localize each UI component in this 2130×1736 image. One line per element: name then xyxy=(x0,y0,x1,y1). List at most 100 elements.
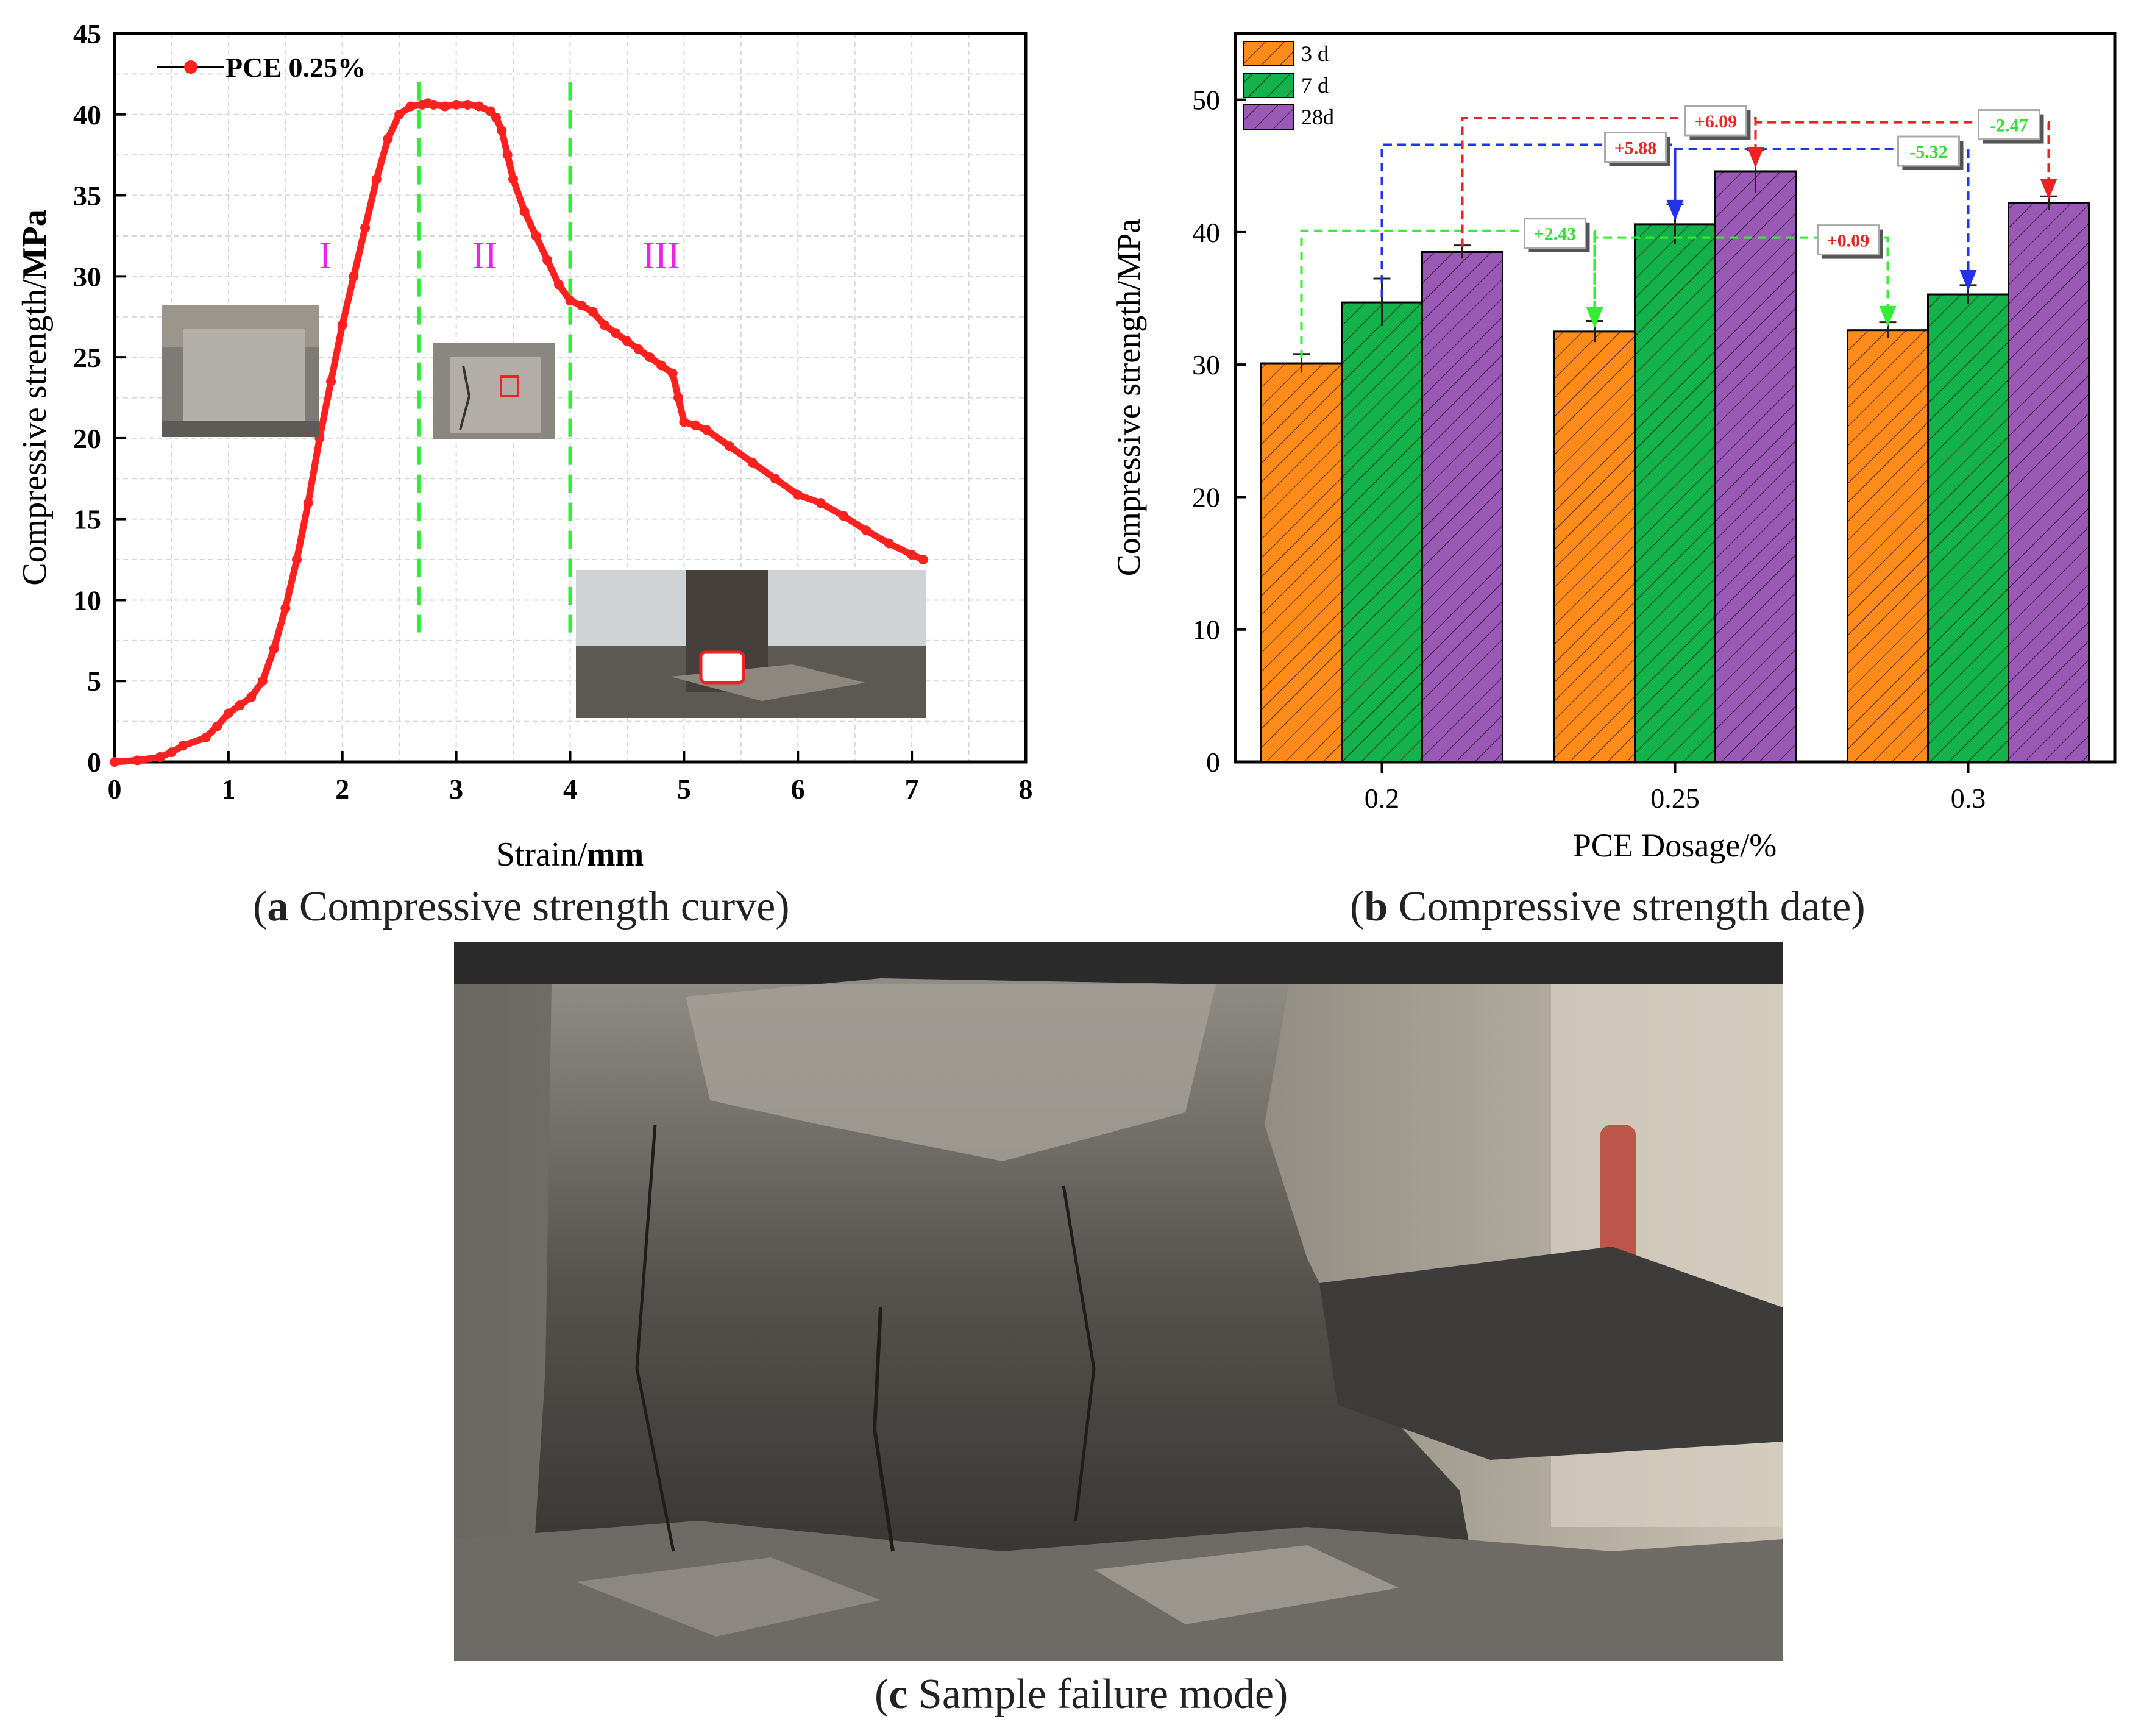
a-data-point xyxy=(656,360,666,371)
a-data-point xyxy=(588,307,598,317)
a-data-point xyxy=(645,352,655,363)
a-data-point xyxy=(497,126,507,136)
a-data-point xyxy=(155,752,165,763)
a-y-tick-label: 30 xyxy=(73,261,101,292)
b-change-box xyxy=(1604,132,1667,163)
a-data-point xyxy=(280,603,291,613)
a-data-point xyxy=(474,101,484,112)
caption-a: (a Compressive strength curve) xyxy=(253,883,790,930)
a-data-point xyxy=(326,376,336,386)
b-bar-hatch xyxy=(1341,302,1422,763)
a-data-point xyxy=(519,207,530,217)
b-bar-hatch xyxy=(1715,171,1796,762)
b-change-box xyxy=(1684,105,1747,137)
b-bar-hatch xyxy=(1928,294,2009,762)
a-x-tick-label: 1 xyxy=(221,774,235,805)
sample-failure-photo xyxy=(454,942,1783,1661)
b-legend-swatch-hatch xyxy=(1243,41,1293,66)
a-data-point xyxy=(405,101,416,112)
b-change-arrowhead xyxy=(1747,146,1764,168)
a-data-point xyxy=(303,498,313,508)
a-data-point xyxy=(565,296,575,306)
b-y-tick-label: 40 xyxy=(1192,217,1220,248)
strength-bar-chart: 0 10 20 30 40 50 0.2 0.25 0.3 +2.43 +0.09 +5.88 -5.… xyxy=(1110,32,2117,864)
a-data-point xyxy=(508,174,519,184)
a-data-point xyxy=(918,555,928,565)
b-bar-hatch xyxy=(1554,331,1635,762)
b-change-arrowhead xyxy=(1586,307,1603,328)
a-data-point xyxy=(371,174,382,184)
a-legend: PCE 0.25% xyxy=(157,52,366,83)
b-change-connector xyxy=(1674,148,1970,274)
a-legend-entry: PCE 0.25% xyxy=(225,52,366,83)
b-legend: 3 d 7 d 28d xyxy=(1243,41,1334,130)
a-data-point xyxy=(491,113,502,123)
a-y-tick-label: 40 xyxy=(73,99,101,130)
a-data-point xyxy=(673,393,684,403)
a-data-point xyxy=(201,733,211,743)
b-bar-hatch xyxy=(1261,363,1342,762)
a-data-point xyxy=(701,425,712,435)
b-legend-swatch-hatch xyxy=(1243,105,1293,129)
a-data-point xyxy=(166,747,177,758)
b-change-connector xyxy=(1300,229,1596,359)
a-data-point xyxy=(428,99,439,110)
a-data-point xyxy=(485,106,495,116)
b-change-connector xyxy=(1593,236,1889,327)
a-data-point xyxy=(747,457,758,468)
a-data-point xyxy=(839,511,848,521)
inset-photo-cracked-cube xyxy=(433,343,555,439)
a-data-point xyxy=(110,757,119,767)
a-data-point xyxy=(531,230,541,241)
a-data-point xyxy=(246,692,257,702)
a-data-point xyxy=(633,344,644,354)
a-x-tick-label: 3 xyxy=(449,774,463,805)
b-change-connector xyxy=(1380,143,1677,298)
caption-c: (c Sample failure mode) xyxy=(875,1671,1288,1718)
b-change-label: -5.32 xyxy=(1909,142,1948,162)
a-x-tick-label: 2 xyxy=(335,774,349,805)
b-change-label: -2.47 xyxy=(1990,116,2028,136)
a-data-point xyxy=(463,99,473,110)
b-y-axis-title: Compressive strength/MPa xyxy=(1110,219,1147,576)
a-data-point xyxy=(132,755,143,766)
a-data-point xyxy=(292,555,302,565)
a-data-point xyxy=(611,328,621,338)
caption-b: (b Compressive strength date) xyxy=(1350,883,1866,930)
a-data-point xyxy=(815,498,826,508)
b-x-axis-title: PCE Dosage/% xyxy=(1573,827,1777,864)
a-data-point xyxy=(907,550,917,560)
b-change-arrowhead xyxy=(1959,270,1977,291)
a-data-point xyxy=(770,474,780,484)
b-change-label: +6.09 xyxy=(1695,112,1738,132)
a-data-point xyxy=(793,489,803,500)
a-y-tick-label: 20 xyxy=(73,423,101,454)
a-data-point xyxy=(679,417,689,427)
b-y-tick-label: 0 xyxy=(1206,747,1220,778)
a-y-tick-label: 35 xyxy=(73,180,101,212)
a-y-axis-title: Compressive strength/MPa xyxy=(16,209,54,585)
b-y-tick-label: 50 xyxy=(1192,85,1220,116)
b-change-box xyxy=(1897,135,1960,167)
a-x-tick-label: 4 xyxy=(563,774,577,805)
b-legend-entry: 7 d xyxy=(1301,73,1329,98)
a-y-tick-label: 0 xyxy=(87,747,101,778)
a-data-point xyxy=(667,368,678,379)
a-y-tick-label: 5 xyxy=(87,666,101,697)
inset-photo-intact-cube xyxy=(162,305,319,437)
a-data-point xyxy=(257,676,268,686)
a-x-axis-title: Strain/mm xyxy=(496,836,644,873)
a-y-tick-label: 45 xyxy=(73,18,101,49)
a-data-point xyxy=(178,741,188,751)
b-legend-entry: 28d xyxy=(1301,105,1334,129)
inset-photo-failed-cube xyxy=(576,570,926,718)
a-data-point xyxy=(542,255,553,265)
a-data-point xyxy=(553,279,564,290)
b-change-arrowhead xyxy=(1666,199,1684,221)
a-data-point xyxy=(622,336,632,346)
b-bar-hatch xyxy=(2008,203,2089,762)
a-x-tick-label: 5 xyxy=(677,774,691,805)
a-data-point xyxy=(884,538,894,549)
b-legend-swatch-hatch xyxy=(1243,73,1293,98)
